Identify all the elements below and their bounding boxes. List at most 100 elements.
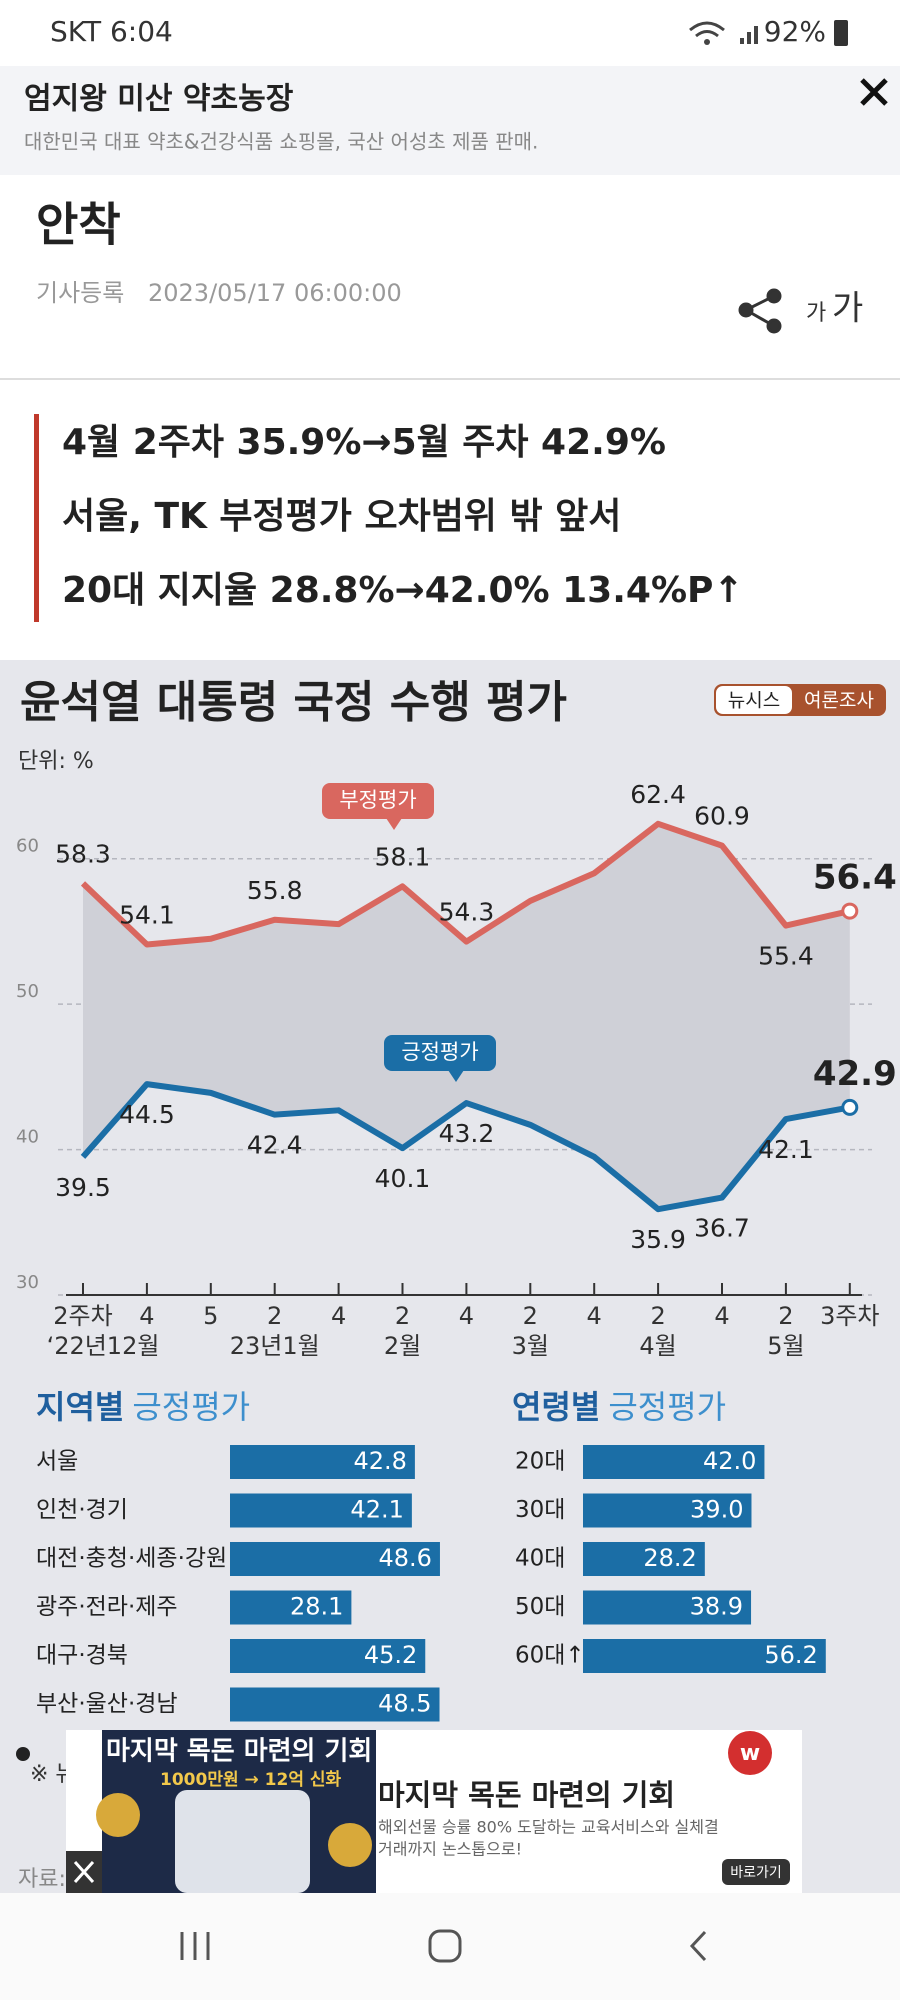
registered-date: 2023/05/17 06:00:00 bbox=[148, 279, 402, 307]
x-tick-label: 4 bbox=[139, 1302, 154, 1330]
value-label: 42.9 bbox=[813, 1054, 897, 1094]
footnote-dot bbox=[16, 1747, 30, 1761]
bar-category: 부산·울산·경남 bbox=[36, 1691, 178, 1717]
registered-label: 기사등록 bbox=[36, 279, 124, 307]
x-tick-label: 2 bbox=[395, 1302, 410, 1330]
ad-line: 해외선물 승률 80% 도달하는 교육서비스와 실체결 bbox=[378, 1818, 719, 1837]
unit-label: 단위: % bbox=[18, 749, 94, 774]
highlight: 20대 지지율 28.8%→42.0% 13.4%P↑ bbox=[62, 570, 744, 611]
bar-value: 56.2 bbox=[764, 1641, 817, 1669]
source-label: 자료: bbox=[18, 1867, 66, 1892]
series-line bbox=[80, 820, 851, 948]
bar-category: 20대 bbox=[515, 1449, 565, 1475]
month-label: 23년1월 bbox=[230, 1332, 320, 1360]
x-tick-label: 4 bbox=[459, 1302, 474, 1330]
top-ad[interactable]: 엄지왕 미산 약초농장 대한민국 대표 약초&건강식품 쇼핑몰, 국산 어성초 … bbox=[0, 66, 900, 175]
month-label: 3월 bbox=[512, 1332, 549, 1360]
value-label: 54.1 bbox=[119, 901, 175, 930]
legend-label: 부정평가 bbox=[339, 788, 416, 812]
chart-panel bbox=[0, 660, 900, 1893]
x-tick-label: 4 bbox=[587, 1302, 602, 1330]
y-tick-label: 60 bbox=[16, 836, 39, 857]
chart-title: 윤석열 대통령 국정 수행 평가 bbox=[20, 677, 567, 728]
value-label: 40.1 bbox=[375, 1164, 431, 1193]
highlight: 서울, TK 부정평가 오차범위 밖 앞서 bbox=[62, 496, 621, 537]
font-size-small[interactable]: 가 bbox=[806, 301, 826, 326]
title-rest: 긍정평가 bbox=[132, 1388, 250, 1426]
x-tick-label: 3주차 bbox=[820, 1302, 879, 1330]
svg-text:w: w bbox=[740, 1741, 760, 1766]
highlight: 4월 2주차 35.9%→5월 주차 42.9% bbox=[62, 422, 666, 463]
bar bbox=[230, 1590, 352, 1625]
value-label: 39.5 bbox=[55, 1173, 111, 1202]
font-size-large[interactable]: 가 bbox=[832, 289, 863, 329]
month-label: 2월 bbox=[384, 1332, 421, 1360]
bar bbox=[230, 1687, 440, 1722]
bar-category: 서울 bbox=[36, 1449, 78, 1475]
month-label: 5월 bbox=[767, 1332, 804, 1360]
bar bbox=[583, 1542, 705, 1576]
ad-image-title: 마지막 목돈 마련의 기회 bbox=[106, 1737, 372, 1767]
section-title: 연령별 긍정평가 bbox=[512, 1388, 726, 1426]
bar-category: 대구·경북 bbox=[36, 1643, 128, 1669]
bar-value: 39.0 bbox=[690, 1496, 743, 1524]
value-label: 58.3 bbox=[55, 839, 111, 868]
x-tick-label: 2 bbox=[778, 1302, 793, 1330]
legend-box bbox=[384, 1035, 496, 1071]
legend-box bbox=[322, 783, 434, 819]
y-tick-label: 40 bbox=[16, 1127, 39, 1148]
title-bold: 지역별 bbox=[36, 1388, 124, 1426]
section-title: 지역별 긍정평가 bbox=[36, 1388, 250, 1426]
y-tick-label: 50 bbox=[16, 981, 39, 1002]
bar-value: 48.5 bbox=[378, 1690, 431, 1718]
series-line bbox=[80, 1081, 851, 1213]
bar-category: 인천·경기 bbox=[36, 1497, 128, 1523]
y-tick-label: 30 bbox=[16, 1272, 39, 1293]
bar-category: 40대 bbox=[515, 1546, 565, 1572]
nav-buttons[interactable] bbox=[180, 1929, 707, 1963]
x-tick-label: 4 bbox=[714, 1302, 729, 1330]
value-label: 42.1 bbox=[758, 1135, 814, 1164]
bar-category: 50대 bbox=[515, 1594, 565, 1620]
bottom-ad[interactable]: 마지막 목돈 마련의 기회 1000만원 → 12억 신화 마지막 목돈 마련의… bbox=[66, 1730, 802, 1893]
highlight-bar bbox=[34, 414, 39, 622]
ad-title: 엄지왕 미산 약초농장 bbox=[24, 82, 294, 117]
x-tick-label: 2 bbox=[523, 1302, 538, 1330]
legend-label: 긍정평가 bbox=[401, 1040, 478, 1064]
badge-text: 뉴시스 bbox=[728, 690, 780, 712]
ad-button[interactable]: 바로가기 bbox=[730, 1865, 782, 1881]
value-label: 42.4 bbox=[247, 1131, 303, 1160]
x-tick-label: 2주차 bbox=[53, 1302, 112, 1330]
headline-tail: 안착 bbox=[36, 198, 121, 252]
bar bbox=[230, 1445, 415, 1479]
value-label: 55.8 bbox=[247, 876, 303, 905]
bar-category: 대전·충청·세종·강원 bbox=[36, 1546, 227, 1572]
battery-icon bbox=[834, 20, 848, 46]
bar-value: 42.8 bbox=[353, 1447, 406, 1475]
value-label: 58.1 bbox=[375, 842, 431, 871]
ad-close[interactable] bbox=[66, 1851, 102, 1893]
bar-value: 28.2 bbox=[643, 1544, 696, 1572]
share-button[interactable] bbox=[738, 288, 782, 334]
month-label: ‘22년12월 bbox=[47, 1332, 160, 1360]
value-label: 54.3 bbox=[439, 898, 495, 927]
bar-category: 30대 bbox=[515, 1497, 565, 1523]
bar-category: 60대↑ bbox=[515, 1643, 585, 1669]
value-label: 60.9 bbox=[694, 802, 750, 831]
ad-line: 거래까지 논스톱으로! bbox=[378, 1840, 522, 1859]
value-label: 56.4 bbox=[813, 858, 897, 898]
top-ad-close[interactable] bbox=[860, 78, 888, 106]
ad-subtitle: 대한민국 대표 약초&건강식품 쇼핑몰, 국산 어성초 제품 판매. bbox=[24, 130, 538, 154]
bar bbox=[583, 1590, 752, 1625]
legend-pointer bbox=[386, 818, 402, 830]
bar-value: 48.6 bbox=[379, 1544, 432, 1572]
bar bbox=[583, 1445, 765, 1479]
x-tick-label: 5 bbox=[203, 1302, 218, 1330]
ad-title: 마지막 목돈 마련의 기회 bbox=[378, 1778, 675, 1812]
carrier-time: SKT 6:04 bbox=[50, 15, 173, 48]
value-label: 43.2 bbox=[439, 1119, 495, 1148]
